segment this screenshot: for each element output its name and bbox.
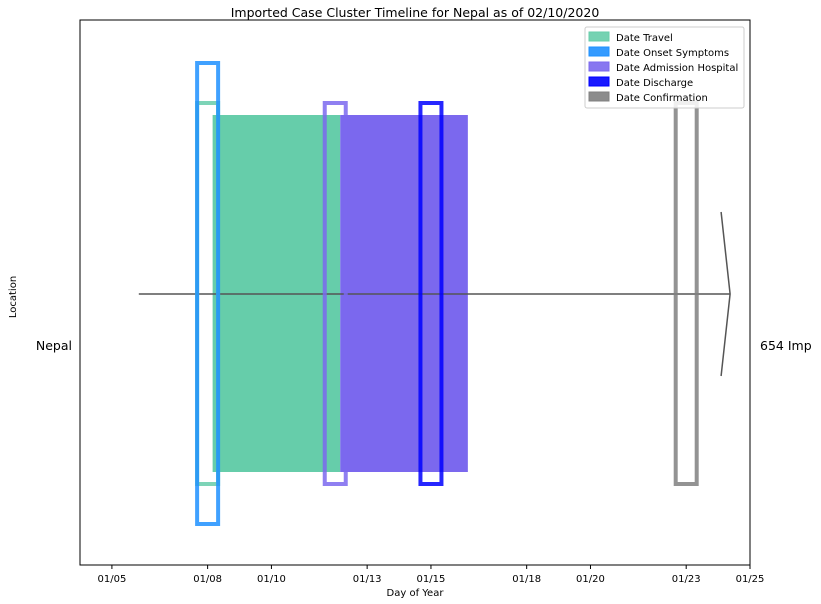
legend-swatch-1 [588,46,610,57]
legend-box [584,26,745,109]
x-tick-label-4: 01/15 [417,574,446,585]
x-tick-label-5: 01/18 [512,574,541,585]
x-axis-label: Day of Year [387,588,445,599]
x-tick-label-8: 01/25 [736,574,765,585]
x-ticks: 01/05 01/08 01/10 01/13 01/15 01/18 01/20 01/23… [97,565,764,585]
legend-entry-0: Date Travel [616,33,673,44]
legend: Date Travel Date Onset Symptoms Date Admis… [584,26,745,109]
legend-swatch-2 [588,61,610,72]
x-tick-label-0: 01/05 [97,574,126,585]
event-box-1 [195,61,221,526]
event-box-3 [418,101,444,486]
plot-frame [79,19,751,566]
legend-entry-1: Date Onset Symptoms [616,48,729,59]
x-tick-label-6: 01/20 [576,574,605,585]
chart-title: Imported Case Cluster Timeline for Nepal… [231,5,600,20]
legend-entry-2: Date Admission Hospital [616,63,738,74]
x-tick-label-1: 01/08 [193,574,222,585]
x-tick-label-7: 01/23 [672,574,701,585]
x-tick-label-2: 01/10 [257,574,286,585]
legend-swatch-4 [588,91,610,102]
case-count-label: 654 Imp [760,338,812,353]
legend-entry-4: Date Confirmation [616,93,708,104]
plot-layer [138,61,731,526]
legend-entry-3: Date Discharge [616,78,693,89]
timeline-arrowhead [720,211,731,377]
legend-swatch-3 [588,76,610,87]
x-tick-label-3: 01/13 [353,574,382,585]
legend-swatch-0 [588,31,610,42]
event-box-2 [322,101,348,486]
location-label: Nepal [36,338,72,353]
y-axis-label: Location [8,276,19,318]
